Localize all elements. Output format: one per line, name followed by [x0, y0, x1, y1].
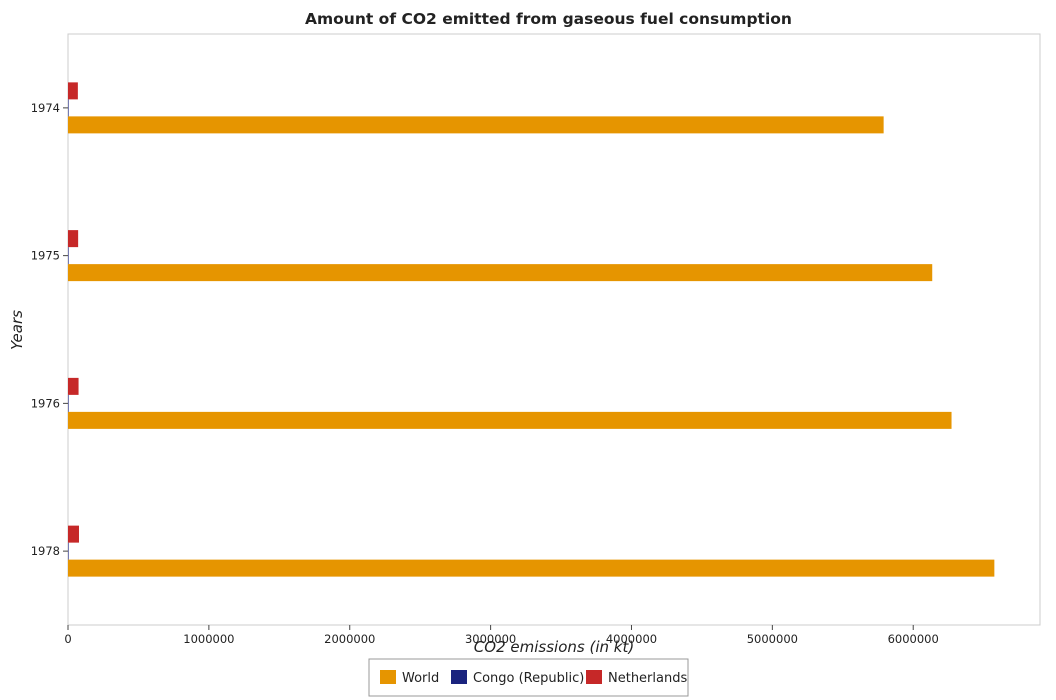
x-tick-label: 5000000 — [747, 632, 798, 646]
chart-title: Amount of CO2 emitted from gaseous fuel … — [305, 10, 792, 28]
bar-netherlands-1978 — [68, 525, 79, 543]
bars-group — [68, 82, 995, 577]
y-axis-label: Years — [8, 310, 26, 350]
bar-congo-republic-1978 — [68, 542, 69, 560]
y-axis-ticks: 1974 1975 1976 1978 — [31, 101, 68, 558]
x-axis-ticks: 0 1000000 2000000 3000000 4000000 5000000 6000… — [64, 625, 939, 646]
legend-swatch-congo — [451, 670, 467, 684]
bar-world-1974 — [68, 116, 884, 134]
x-tick-label: 4000000 — [606, 632, 657, 646]
legend-label-world: World — [402, 671, 439, 686]
bar-congo-republic-1976 — [68, 394, 69, 412]
y-tick-label: 1975 — [31, 249, 60, 263]
x-axis-label: CO2 emissions (in kt) — [474, 638, 634, 656]
bar-world-1976 — [68, 411, 952, 429]
y-tick-label: 1976 — [31, 396, 60, 410]
legend-label-netherlands: Netherlands — [608, 671, 687, 686]
x-tick-label: 0 — [64, 632, 71, 646]
legend-label-congo: Congo (Republic) — [473, 671, 584, 686]
legend: World Congo (Republic) Netherlands — [368, 658, 689, 697]
x-tick-label: 6000000 — [888, 632, 939, 646]
x-tick-label: 3000000 — [465, 632, 516, 646]
y-tick-label: 1978 — [31, 544, 60, 558]
bar-netherlands-1975 — [68, 230, 79, 248]
bar-netherlands-1976 — [68, 377, 79, 395]
bar-world-1975 — [68, 264, 933, 282]
bar-netherlands-1974 — [68, 82, 78, 100]
legend-swatch-world — [380, 670, 396, 684]
legend-swatch-netherlands — [586, 670, 602, 684]
bar-congo-republic-1975 — [68, 247, 69, 265]
bar-congo-republic-1974 — [68, 99, 69, 117]
y-tick-label: 1974 — [31, 101, 60, 115]
legend-box — [368, 658, 689, 697]
bar-world-1978 — [68, 559, 995, 577]
x-tick-label: 2000000 — [324, 632, 375, 646]
plot-frame — [67, 33, 1041, 626]
x-tick-label: 1000000 — [183, 632, 234, 646]
